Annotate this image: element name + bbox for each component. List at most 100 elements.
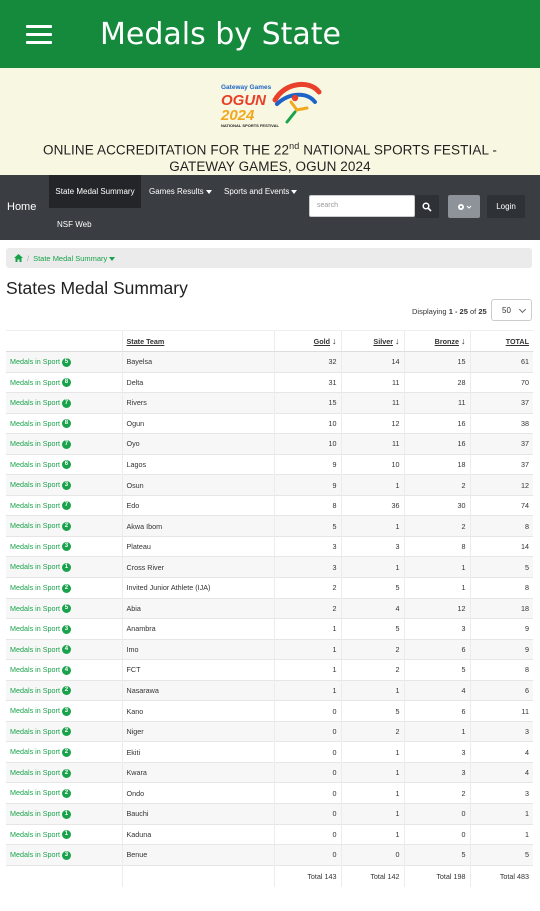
table-row: Medals in Sport 3 Plateau 3 3 8 14 bbox=[6, 535, 533, 557]
medals-in-sport-link[interactable]: Medals in Sport 1 bbox=[10, 830, 71, 840]
silver-count: 12 bbox=[340, 412, 404, 434]
medals-in-sport-link[interactable]: Medals in Sport 4 bbox=[10, 645, 71, 655]
state-name: Abia bbox=[121, 597, 274, 619]
logo-year-text: 2024 bbox=[220, 107, 255, 124]
total-count: 37 bbox=[469, 453, 533, 475]
nav-item-games-results[interactable]: Games Results bbox=[149, 187, 212, 196]
table-row: Medals in Sport 2 Niger 0 2 1 3 bbox=[6, 720, 533, 742]
gold-count: 0 bbox=[273, 700, 341, 722]
state-name: FCT bbox=[121, 659, 274, 681]
state-name: Rivers bbox=[121, 392, 274, 414]
main-nav: Home State Medal Summary Games Results S… bbox=[0, 175, 540, 240]
medals-in-sport-link[interactable]: Medals in Sport 2 bbox=[10, 727, 71, 737]
medals-in-sport-link[interactable]: Medals in Sport 2 bbox=[10, 747, 71, 757]
silver-count: 1 bbox=[340, 556, 404, 578]
header-total[interactable]: TOTAL bbox=[469, 330, 533, 352]
medals-in-sport-link[interactable]: Medals in Sport 2 bbox=[10, 583, 71, 593]
total-count: 8 bbox=[469, 577, 533, 599]
home-icon[interactable] bbox=[14, 254, 23, 262]
bronze-count: 1 bbox=[403, 720, 470, 742]
login-button[interactable]: Login bbox=[487, 195, 525, 218]
breadcrumb-state-medal-summary[interactable]: State Medal Summary bbox=[33, 254, 116, 263]
bronze-count: 8 bbox=[403, 535, 470, 557]
medals-in-sport-link[interactable]: Medals in Sport 7 bbox=[10, 398, 71, 408]
silver-count: 2 bbox=[340, 659, 404, 681]
header-silver[interactable]: Silver ↓ bbox=[340, 330, 404, 352]
sport-count-badge: 5 bbox=[61, 357, 71, 367]
medals-in-sport-link[interactable]: Medals in Sport 5 bbox=[10, 357, 71, 367]
header-gold[interactable]: Gold ↓ bbox=[273, 330, 341, 352]
state-name: Akwa Ibom bbox=[121, 515, 274, 537]
state-name: Kaduna bbox=[121, 823, 274, 845]
bronze-count: 5 bbox=[403, 844, 470, 866]
search-input[interactable]: search bbox=[309, 195, 415, 217]
bronze-count: 2 bbox=[403, 515, 470, 537]
app-bar: Medals by State bbox=[0, 0, 540, 68]
medals-in-sport-link[interactable]: Medals in Sport 4 bbox=[10, 665, 71, 675]
gold-count: 0 bbox=[273, 741, 341, 763]
bronze-count: 28 bbox=[403, 371, 470, 393]
ogun-2024-logo: Gateway Games OGUN 2024 NATIONAL SPORTS … bbox=[215, 78, 325, 130]
total-count: 4 bbox=[469, 761, 533, 783]
medals-in-sport-link[interactable]: Medals in Sport 6 bbox=[10, 460, 71, 470]
state-name: Delta bbox=[121, 371, 274, 393]
page-title: States Medal Summary bbox=[6, 278, 188, 298]
search-icon bbox=[422, 201, 432, 212]
nav-item-nsf-web[interactable]: NSF Web bbox=[57, 220, 92, 229]
nav-item-state-medal-summary[interactable]: State Medal Summary bbox=[49, 175, 141, 208]
gold-count: 1 bbox=[273, 618, 341, 640]
medals-in-sport-link[interactable]: Medals in Sport 3 bbox=[10, 542, 71, 552]
table-row: Medals in Sport 2 Kwara 0 1 3 4 bbox=[6, 761, 533, 783]
medals-in-sport-link[interactable]: Medals in Sport 7 bbox=[10, 501, 71, 511]
table-row: Medals in Sport 3 Anambra 1 5 3 9 bbox=[6, 618, 533, 640]
medals-in-sport-link[interactable]: Medals in Sport 2 bbox=[10, 788, 71, 799]
medals-in-sport-link[interactable]: Medals in Sport 2 bbox=[10, 768, 71, 778]
bronze-count: 3 bbox=[403, 618, 470, 640]
medals-in-sport-link[interactable]: Medals in Sport 7 bbox=[10, 439, 71, 449]
gold-count: 3 bbox=[273, 556, 341, 578]
sport-count-badge: 1 bbox=[61, 563, 71, 573]
header-bronze[interactable]: Bronze ↓ bbox=[403, 330, 470, 352]
medals-in-sport-link[interactable]: Medals in Sport 8 bbox=[10, 419, 71, 429]
header-state-team[interactable]: State Team bbox=[121, 330, 274, 352]
total-count: 38 bbox=[469, 412, 533, 434]
sort-arrow-icon: ↓ bbox=[395, 336, 400, 346]
total-count: 8 bbox=[469, 659, 533, 681]
bronze-count: 30 bbox=[403, 494, 470, 516]
medals-in-sport-link[interactable]: Medals in Sport 1 bbox=[10, 562, 71, 573]
medals-in-sport-link[interactable]: Medals in Sport 3 bbox=[10, 480, 71, 490]
silver-count: 1 bbox=[340, 823, 404, 845]
footer-grand-total: Total 483 bbox=[469, 864, 533, 888]
settings-button[interactable] bbox=[448, 195, 480, 218]
gold-count: 31 bbox=[273, 371, 341, 393]
medals-in-sport-link[interactable]: Medals in Sport 3 bbox=[10, 706, 71, 716]
silver-count: 5 bbox=[340, 618, 404, 640]
page-size-select[interactable]: 50 bbox=[491, 299, 532, 321]
medals-in-sport-link[interactable]: Medals in Sport 2 bbox=[10, 686, 71, 696]
total-count: 12 bbox=[469, 474, 533, 496]
menu-icon[interactable] bbox=[26, 24, 52, 44]
medals-in-sport-link[interactable]: Medals in Sport 1 bbox=[10, 809, 71, 819]
gold-count: 0 bbox=[273, 844, 341, 866]
silver-count: 4 bbox=[340, 597, 404, 619]
table-row: Medals in Sport 4 FCT 1 2 5 8 bbox=[6, 659, 533, 681]
sport-count-badge: 1 bbox=[61, 809, 71, 819]
medals-in-sport-link[interactable]: Medals in Sport 3 bbox=[10, 850, 71, 860]
total-count: 6 bbox=[469, 679, 533, 701]
search-button[interactable] bbox=[415, 195, 439, 218]
medals-in-sport-link[interactable]: Medals in Sport 2 bbox=[10, 521, 71, 531]
total-count: 37 bbox=[469, 433, 533, 455]
medals-in-sport-link[interactable]: Medals in Sport 8 bbox=[10, 378, 71, 388]
medals-in-sport-link[interactable]: Medals in Sport 3 bbox=[10, 624, 71, 634]
silver-count: 11 bbox=[340, 392, 404, 414]
gold-count: 1 bbox=[273, 638, 341, 660]
state-name: Anambra bbox=[121, 618, 274, 640]
nav-home-link[interactable]: Home bbox=[7, 201, 37, 213]
total-count: 74 bbox=[469, 494, 533, 516]
nav-item-sports-and-events[interactable]: Sports and Events bbox=[224, 187, 298, 196]
total-count: 9 bbox=[469, 618, 533, 640]
state-name: Bauchi bbox=[121, 803, 274, 825]
medals-in-sport-link[interactable]: Medals in Sport 5 bbox=[10, 604, 71, 614]
total-count: 3 bbox=[469, 720, 533, 742]
state-name: Ekiti bbox=[121, 741, 274, 763]
